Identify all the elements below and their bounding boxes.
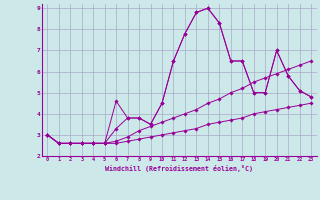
X-axis label: Windchill (Refroidissement éolien,°C): Windchill (Refroidissement éolien,°C)	[105, 165, 253, 172]
